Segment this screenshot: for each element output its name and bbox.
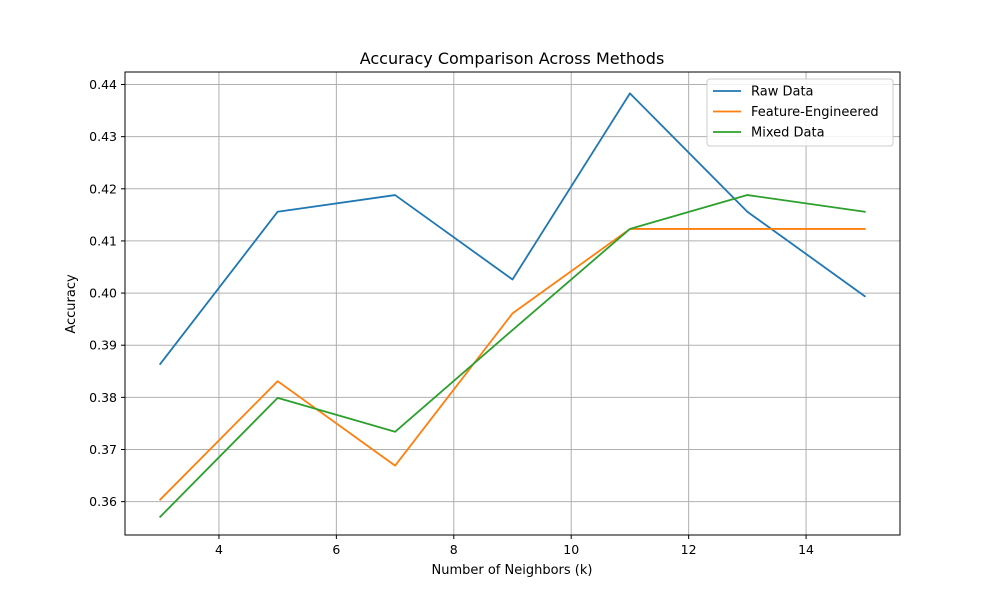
series-lines bbox=[158, 92, 867, 519]
y-tick-label: 0.38 bbox=[89, 390, 117, 405]
legend: Raw Data Feature-Engineered Mixed Data bbox=[706, 78, 894, 147]
y-tick-label: 0.42 bbox=[89, 181, 117, 196]
y-tick-label: 0.40 bbox=[89, 286, 117, 301]
y-tick-label: 0.41 bbox=[89, 233, 117, 248]
x-tick-label: 14 bbox=[798, 542, 814, 557]
y-axis-label: Accuracy bbox=[64, 274, 79, 334]
series-line-raw-data bbox=[158, 92, 867, 366]
legend-label: Feature-Engineered bbox=[751, 105, 879, 120]
legend-label: Raw Data bbox=[751, 85, 814, 100]
x-tick-label: 4 bbox=[215, 542, 223, 557]
y-tick-label: 0.39 bbox=[89, 338, 117, 353]
legend-label: Mixed Data bbox=[751, 126, 825, 141]
series-line-mixed-data bbox=[158, 194, 866, 519]
plot-frame bbox=[124, 71, 901, 536]
y-tick-label: 0.44 bbox=[89, 77, 117, 92]
legend-box bbox=[706, 78, 894, 147]
y-tick-label: 0.37 bbox=[89, 442, 117, 457]
x-tick-label: 8 bbox=[450, 542, 458, 557]
x-axis-label: Number of Neighbors (k) bbox=[432, 563, 593, 578]
y-tick-label: 0.36 bbox=[89, 494, 117, 509]
chart-title: Accuracy Comparison Across Methods bbox=[360, 49, 665, 68]
x-tick-label: 12 bbox=[681, 542, 697, 557]
axis-ticks: 4 6 8 10 12 14 0.36 0.37 0.38 0.39 0.40 0.41 0.42 0.4… bbox=[89, 77, 814, 557]
x-tick-label: 6 bbox=[332, 542, 340, 557]
y-tick-label: 0.43 bbox=[89, 129, 117, 144]
x-tick-label: 10 bbox=[563, 542, 579, 557]
series-line-feature-engineered bbox=[158, 228, 866, 501]
